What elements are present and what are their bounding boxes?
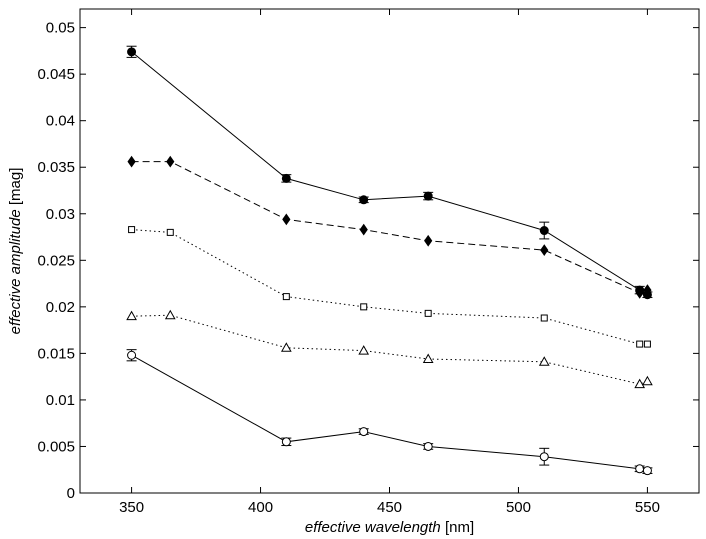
- data-point: [359, 223, 368, 236]
- data-point: [539, 226, 549, 236]
- data-point: [127, 47, 137, 57]
- x-axis-label: effective wavelength [nm]: [305, 519, 474, 536]
- y-tick-label: 0.03: [46, 206, 75, 223]
- data-point: [360, 303, 368, 311]
- data-point: [635, 464, 645, 474]
- x-axis-label-main: effective wavelength: [305, 519, 441, 536]
- y-tick-label: 0.045: [37, 66, 75, 83]
- series-circle-open: [126, 349, 653, 476]
- data-point: [636, 340, 644, 348]
- data-point: [127, 350, 137, 360]
- data-point: [358, 345, 370, 355]
- data-point: [642, 466, 652, 476]
- data-point: [634, 378, 646, 389]
- data-point: [643, 340, 651, 348]
- data-point: [643, 284, 652, 296]
- data-point: [280, 342, 292, 352]
- data-point: [359, 195, 369, 205]
- data-point: [539, 452, 549, 462]
- y-axis-label: effective amplitude [mag]: [7, 168, 24, 335]
- data-point: [164, 309, 176, 320]
- data-point: [127, 155, 136, 168]
- data-point: [128, 226, 136, 234]
- x-tick-label: 400: [248, 499, 273, 516]
- series-triangle-open: [126, 309, 653, 389]
- x-tick-label: 450: [377, 499, 402, 516]
- y-axis-label-unit: [mag]: [7, 168, 24, 210]
- x-axis-label-unit: [nm]: [441, 519, 474, 536]
- y-tick-label: 0.015: [37, 345, 75, 362]
- data-point: [281, 437, 291, 447]
- data-point: [166, 155, 175, 168]
- y-tick-label: 0: [67, 485, 75, 502]
- data-point: [423, 191, 433, 201]
- series-diamond-filled: [127, 155, 652, 299]
- y-tick-label: 0.035: [37, 159, 75, 176]
- data-point: [424, 309, 432, 317]
- x-tick-label: 550: [635, 499, 660, 516]
- y-tick-label: 0.02: [46, 299, 75, 316]
- axis-ticks: 350 400 450 500 550 0 0.005 0.01 0.015 0.02 0.025 0…: [37, 9, 699, 516]
- x-tick-label: 500: [506, 499, 531, 516]
- y-tick-label: 0.005: [37, 438, 75, 455]
- data-point: [540, 314, 548, 322]
- data-point: [424, 234, 433, 247]
- y-tick-label: 0.05: [46, 20, 75, 37]
- y-tick-label: 0.025: [37, 252, 75, 269]
- x-tick-label: 350: [119, 499, 144, 516]
- series-line: [131, 161, 648, 294]
- y-axis-label-main: effective amplitude: [7, 209, 24, 334]
- data-point: [126, 310, 137, 321]
- y-tick-label: 0.01: [46, 392, 75, 409]
- data-point: [166, 228, 174, 236]
- data-point: [281, 173, 291, 183]
- series-line: [131, 314, 648, 385]
- data-point: [359, 427, 369, 437]
- data-point: [635, 287, 644, 299]
- data-point: [538, 356, 550, 366]
- data-point: [282, 213, 291, 226]
- y-tick-label: 0.04: [46, 113, 75, 130]
- series-square-open: [128, 226, 651, 348]
- data-point: [423, 441, 433, 451]
- data-point: [422, 353, 434, 363]
- data-point: [642, 375, 653, 386]
- data-point: [540, 244, 549, 256]
- series-layer: [126, 45, 653, 476]
- data-point: [282, 293, 290, 301]
